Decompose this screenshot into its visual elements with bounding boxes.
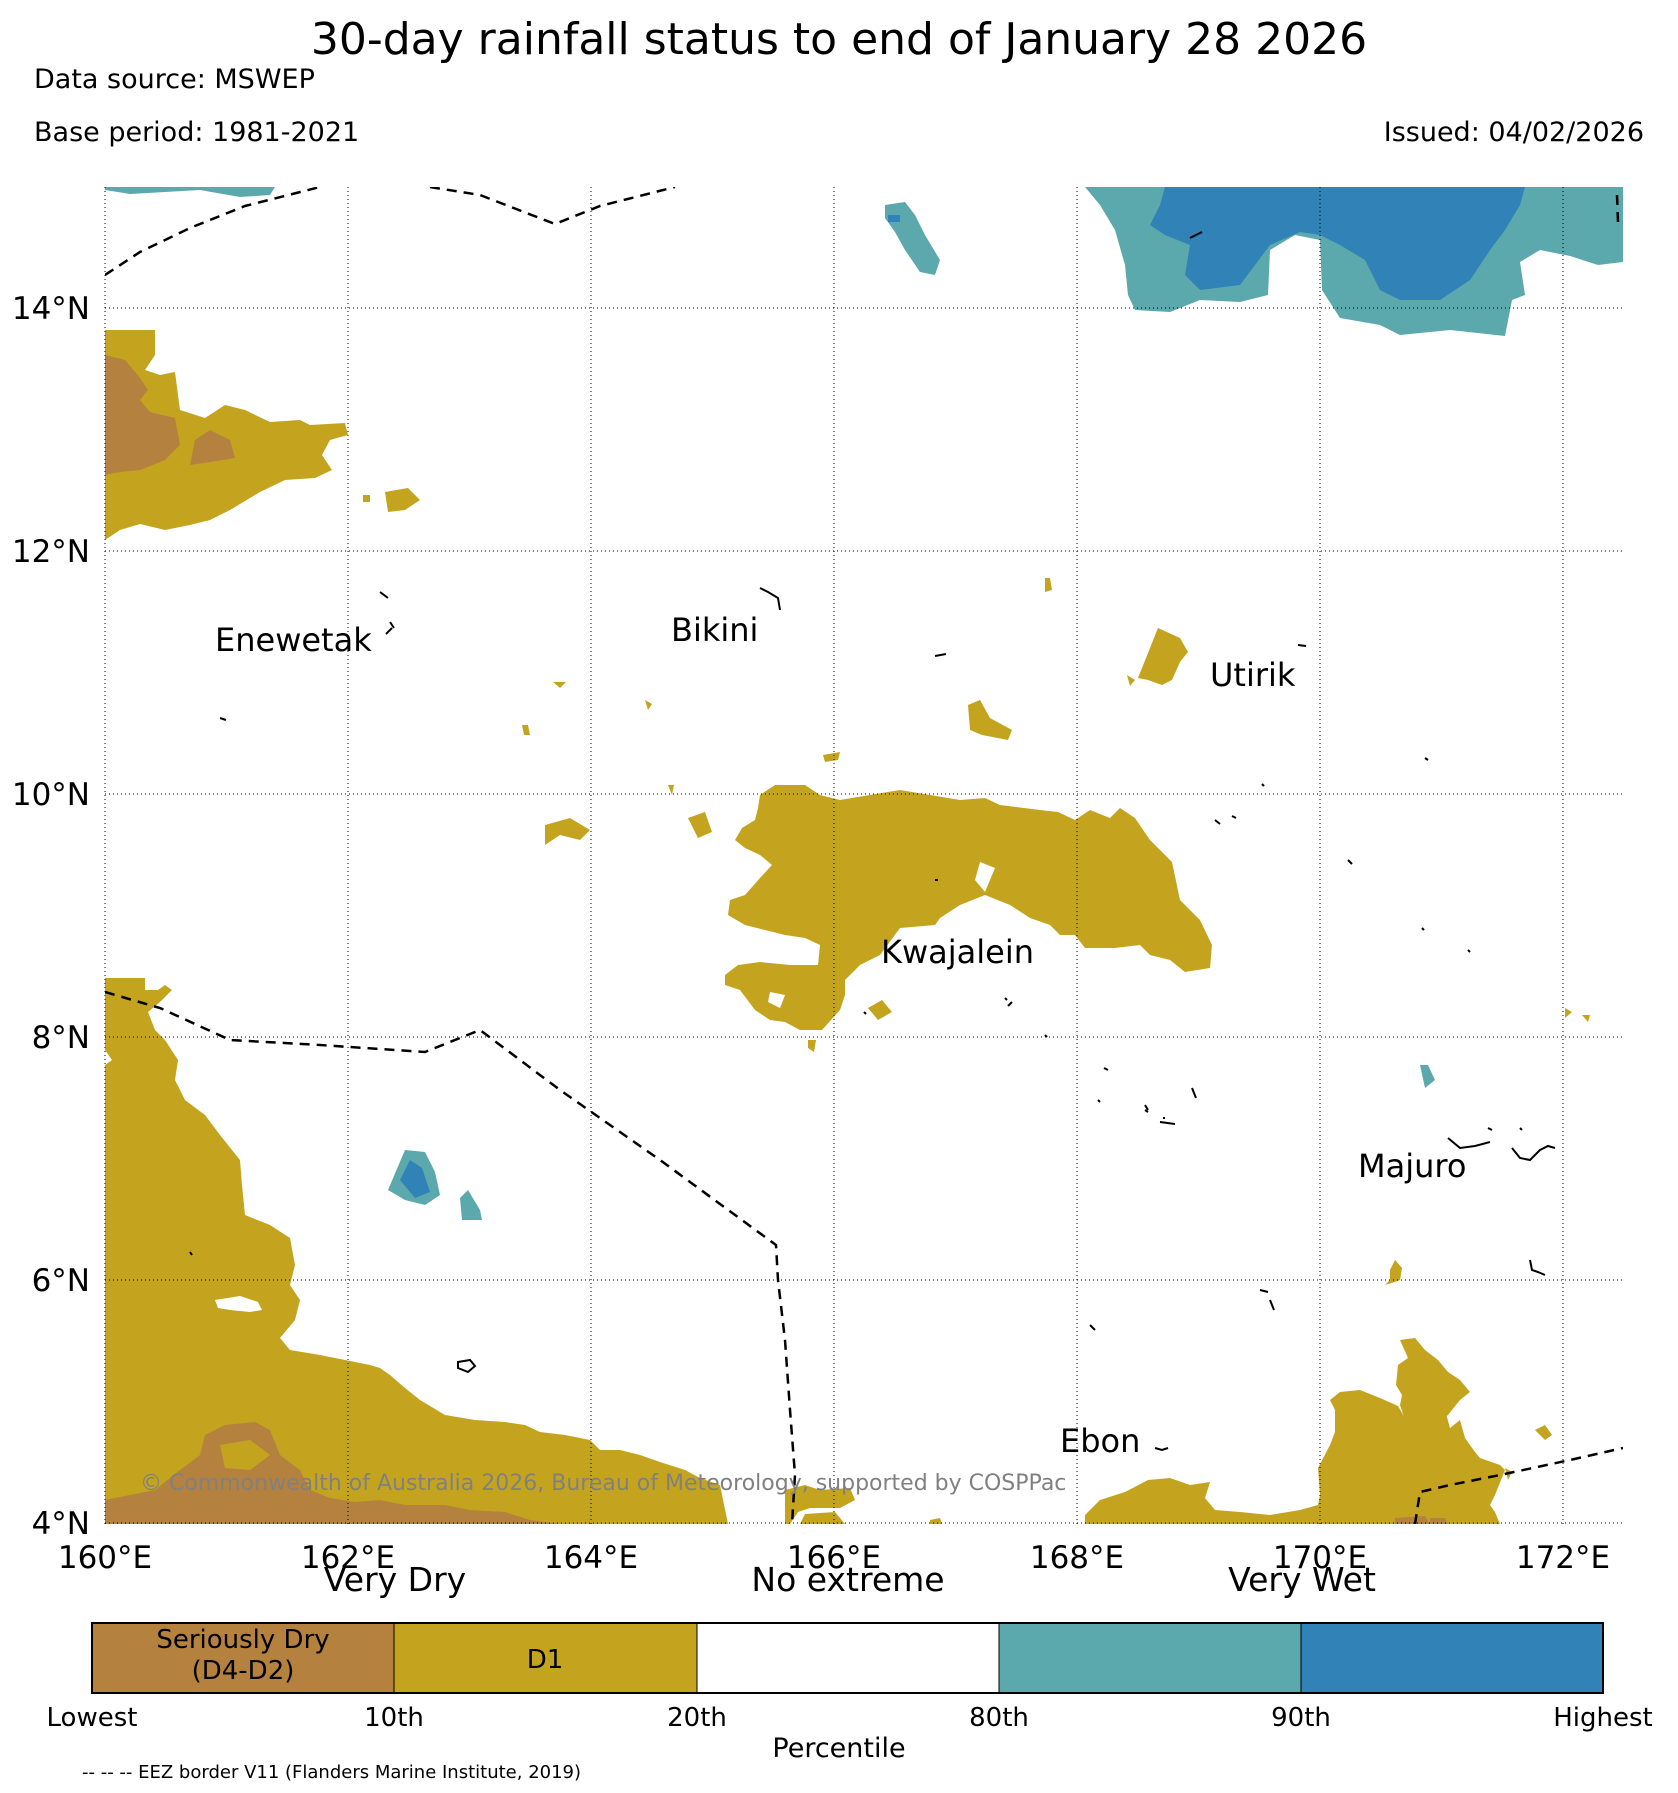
no-extreme-area [975, 862, 995, 892]
lon-label-172: 172°E [1516, 1540, 1610, 1576]
d1-area [553, 682, 566, 688]
lat-label-8: 8°N [32, 1020, 90, 1056]
d1-area [930, 1518, 942, 1524]
tick-80th: 80th [969, 1703, 1029, 1733]
d1-area [105, 978, 728, 1524]
colorbar-d1 [394, 1623, 697, 1693]
percentile-axis-label: Percentile [772, 1733, 906, 1764]
d1-area [545, 818, 590, 845]
no-extreme-area [768, 992, 785, 1008]
issued-date: Issued: 04/02/2026 [1383, 117, 1644, 148]
colorbar-wet [999, 1623, 1301, 1693]
place-majuro: Majuro [1358, 1147, 1466, 1185]
d1-area [1127, 675, 1135, 686]
lat-label-4: 4°N [32, 1506, 90, 1542]
place-bikini: Bikini [671, 611, 758, 649]
seriously-dry-area [1430, 1518, 1448, 1524]
d1-area [823, 752, 840, 762]
d1-area [363, 495, 370, 502]
tick-lowest: Lowest [47, 1703, 138, 1733]
data-source: Data source: MSWEP [34, 64, 315, 95]
d1-area [1045, 578, 1052, 592]
colorbar: Seriously Dry (D4-D2) D1 [91, 1622, 1604, 1694]
place-ebon: Ebon [1060, 1422, 1140, 1460]
d1-area [385, 488, 420, 512]
lat-label-6: 6°N [32, 1263, 90, 1299]
d1-area [968, 700, 1012, 740]
tick-90th: 90th [1271, 1703, 1331, 1733]
d1-area [668, 785, 674, 795]
lon-label-164: 164°E [544, 1540, 638, 1576]
seriously-dry-area [105, 355, 180, 475]
wet-area [885, 202, 940, 275]
seriously-dry-area [1395, 1516, 1430, 1524]
eez-borders [105, 187, 1623, 1524]
place-kwajalein: Kwajalein [881, 933, 1034, 971]
colorbar-no-extreme [697, 1623, 999, 1693]
d1-area [1582, 1015, 1590, 1022]
seriously-dry-area [190, 430, 235, 465]
eez-border-note: -- -- -- EEZ border V11 (Flanders Marine… [82, 1762, 582, 1783]
legend-header-no-extreme: No extreme [751, 1560, 944, 1599]
lon-label-162: 162°E [301, 1540, 395, 1576]
no-extreme-area [105, 1050, 112, 1065]
d1-area [645, 700, 652, 710]
wet-area [105, 187, 275, 197]
very-wet-area [1150, 187, 1525, 300]
lon-label-168: 168°E [1030, 1540, 1124, 1576]
very-wet-area [888, 215, 900, 222]
legend-header-very-dry: Very Dry [324, 1560, 466, 1599]
lon-label-160: 160°E [58, 1540, 152, 1576]
d1-area [688, 812, 712, 838]
lat-label-14: 14°N [12, 291, 90, 327]
no-extreme-area [215, 1296, 262, 1312]
d1-area [1535, 1425, 1552, 1440]
colorbar-seriously-dry [92, 1623, 394, 1693]
lat-label-10: 10°N [12, 777, 90, 813]
legend-header-very-wet: Very Wet [1228, 1560, 1376, 1599]
d1-area [1385, 1260, 1402, 1285]
base-period: Base period: 1981-2021 [34, 117, 360, 148]
map-title: 30-day rainfall status to end of January… [310, 14, 1368, 65]
colorbar-seriously-dry-label-2: (D4-D2) [192, 1656, 295, 1686]
d1-area [105, 330, 348, 540]
colorbar-d1-label: D1 [527, 1645, 564, 1675]
d1-area [1085, 1390, 1505, 1524]
graticule [104, 187, 1623, 1524]
seriously-dry-area [105, 1422, 560, 1524]
place-enewetak: Enewetak [215, 621, 372, 659]
d1-area [1138, 628, 1188, 685]
tick-10th: 10th [364, 1703, 424, 1733]
lon-label-170: 170°E [1273, 1540, 1367, 1576]
colorbar-very-wet [1301, 1623, 1603, 1693]
d1-area [522, 725, 530, 735]
d1-area [800, 1512, 845, 1524]
d1-area [808, 1040, 816, 1052]
d1-area [868, 1000, 892, 1020]
wet-area [460, 1190, 482, 1220]
rainfall-areas [105, 187, 1623, 1524]
tick-20th: 20th [667, 1703, 727, 1733]
d1-area [1565, 1008, 1572, 1018]
d1-area [220, 1440, 270, 1470]
very-wet-area [400, 1160, 430, 1198]
tick-highest: Highest [1553, 1703, 1653, 1733]
colorbar-seriously-dry-label-1: Seriously Dry [156, 1625, 329, 1655]
place-utirik: Utirik [1210, 656, 1296, 694]
island-outlines [189, 231, 1556, 1452]
lat-label-12: 12°N [12, 534, 90, 570]
copyright-notice: © Commonwealth of Australia 2026, Bureau… [140, 1471, 1066, 1496]
d1-area [1396, 1338, 1470, 1438]
wet-area [1420, 1065, 1435, 1088]
lon-label-166: 166°E [787, 1540, 881, 1576]
d1-area [725, 785, 1212, 1030]
d1-area [785, 1485, 855, 1524]
